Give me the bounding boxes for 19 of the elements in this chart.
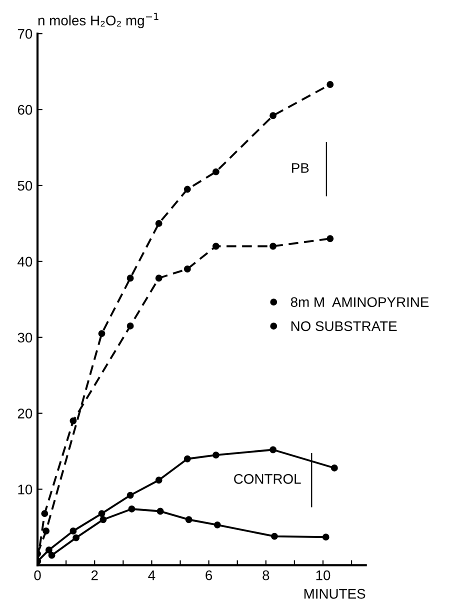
x-tick-label: 2 bbox=[91, 570, 98, 580]
y-tick-label: 10 bbox=[18, 484, 32, 494]
x-tick-label: 0 bbox=[34, 570, 41, 580]
y-tick-label: 30 bbox=[18, 332, 32, 343]
annotation: PB bbox=[292, 163, 309, 173]
x-axis-title: MINUTES bbox=[304, 588, 366, 599]
x-tick-label: 4 bbox=[148, 570, 156, 580]
y-tick-label: 40 bbox=[18, 256, 32, 267]
annotation: CONTROL bbox=[234, 474, 301, 484]
x-tick-label: 8 bbox=[262, 570, 270, 580]
legend-label: 8m M AMINOPYRINE bbox=[290, 297, 429, 308]
y-axis-title: n moles H₂O₂ mg$^{−1}$ bbox=[38, 12, 158, 28]
legend-label: NO SUBSTRATE bbox=[291, 321, 397, 332]
x-tick-label: 6 bbox=[206, 570, 212, 580]
y-tick-label: 20 bbox=[18, 408, 32, 418]
y-tick-label: 50 bbox=[18, 180, 32, 191]
y-tick-label: 70 bbox=[18, 28, 32, 39]
y-tick-label: 60 bbox=[18, 104, 32, 115]
x-tick-label: 10 bbox=[316, 570, 330, 580]
